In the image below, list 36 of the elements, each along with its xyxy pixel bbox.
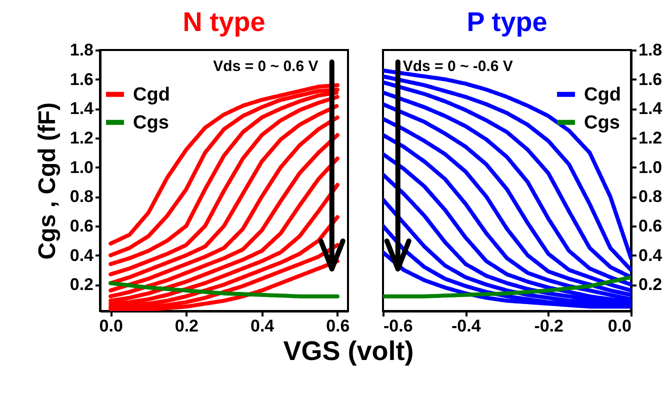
y-tick-label: 1.6 [70,70,94,89]
y-tick-label: 1.4 [638,99,663,118]
y-tick-label: 1.0 [70,158,94,177]
y-tick-label: 0.2 [638,275,662,294]
x-tick-label: -0.6 [384,316,413,336]
y-tick-label: 0.2 [70,275,94,294]
y-tick-label: 0.8 [638,187,662,206]
y-tick-label: 0.4 [638,246,663,265]
legend-label: Cgd [133,84,170,106]
x-tick-label: 0.6 [326,316,350,336]
y-tick-label: 1.8 [70,40,94,60]
x-tick-label: 0.4 [250,316,275,336]
y-tick-label: 1.4 [70,99,94,118]
legend-label: Cgs [584,112,620,134]
y-tick-label: 0.8 [70,187,94,206]
y-tick-label: 0.6 [70,216,94,236]
y-tick-label: 1.8 [638,40,662,60]
x-tick-label: 0.0 [608,316,632,336]
legend-label: Cgd [584,84,621,106]
x-axis-title: VGS (volt) [283,336,414,366]
y-tick-label: 0.4 [70,246,94,265]
annotation: Vds = 0 ~ -0.6 V [402,58,513,75]
chart-title: N type [182,7,266,37]
y-tick-label: 1.2 [70,128,94,148]
y-tick-label: 0.6 [638,216,662,236]
legend-label: Cgs [133,112,169,134]
x-tick-label: 0.0 [99,316,123,336]
x-tick-label: -0.4 [452,316,482,336]
x-tick-label: 0.2 [174,316,199,336]
y-tick-label: 1.0 [638,158,662,177]
chart-title: P type [466,7,548,37]
y-tick-label: 1.6 [638,70,662,89]
annotation: Vds = 0 ~ 0.6 V [213,58,318,75]
x-tick-label: -0.2 [534,316,564,336]
y-tick-label: 1.2 [638,128,662,148]
y-axis-title: Cgs , Cgd (fF) [34,102,61,260]
